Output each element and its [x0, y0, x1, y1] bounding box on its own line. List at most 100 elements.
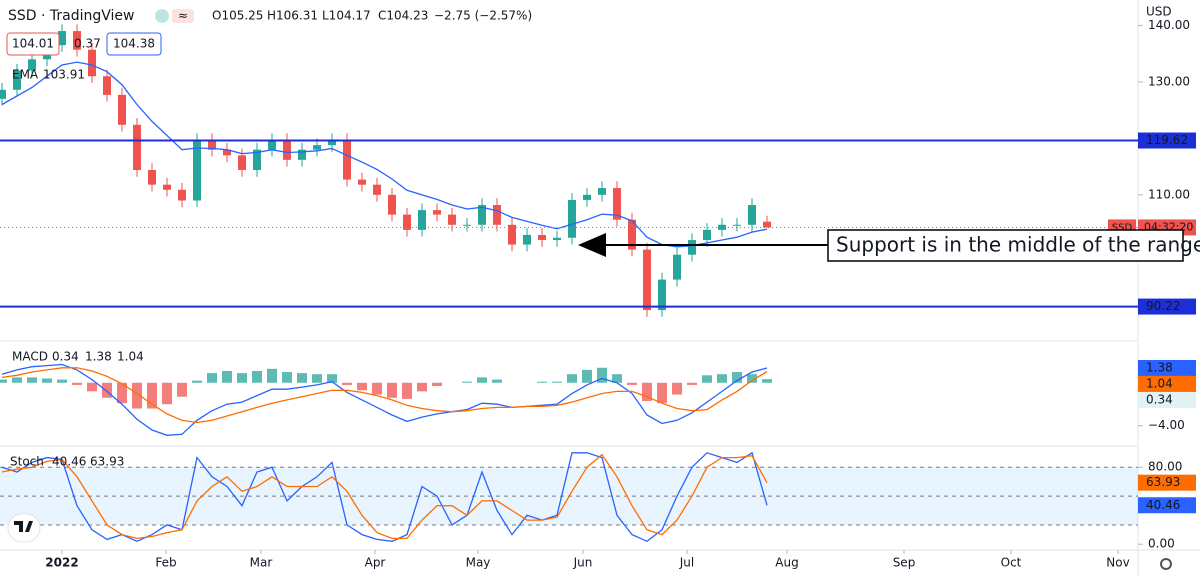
alert-symbol: ≈ [178, 9, 188, 23]
candle-body [403, 214, 411, 230]
stoch-d-value: 63.93 [90, 455, 124, 469]
ask-box[interactable] [106, 32, 162, 56]
arrow-head [578, 233, 606, 257]
ema-value: 103.91 [43, 68, 85, 82]
price-badge-label: 40.46 [1146, 498, 1180, 512]
macd-hist-value: 0.34 [52, 350, 79, 364]
candle-body [598, 188, 606, 195]
y-tick-label: 140.00 [1148, 18, 1190, 32]
histogram-bar [717, 374, 727, 383]
price-badge-label: 90.22 [1146, 299, 1180, 313]
candle-body [613, 188, 621, 220]
candle-body [538, 234, 546, 241]
histogram-bar [687, 382, 697, 385]
histogram-bar [582, 369, 592, 383]
settings-icon[interactable] [1160, 558, 1172, 570]
overlay: SSD · TradingView ≈ O105.25 H106.31 L104… [6, 5, 1200, 570]
histogram-bar [477, 377, 487, 383]
candle-body [523, 234, 531, 245]
annotation-box [827, 229, 1184, 262]
histogram-bar [27, 377, 37, 383]
histogram-bar [387, 382, 397, 398]
quote-low: L104.17 [322, 9, 371, 23]
histogram-bar [642, 382, 652, 402]
x-tick-label: Mar [250, 556, 273, 570]
candle-body [223, 149, 231, 156]
candle-body [703, 229, 711, 241]
candle-body [553, 237, 561, 241]
x-tick-label: Feb [155, 556, 176, 570]
histogram-bar [282, 372, 292, 383]
macd-legend: MACD [12, 350, 48, 364]
candle-body [88, 49, 96, 77]
histogram-bar [462, 381, 472, 383]
histogram-bar [597, 367, 607, 383]
price-badge-label: 0.34 [1146, 392, 1173, 406]
candle-body [208, 140, 216, 150]
candle-body [313, 145, 321, 150]
candle-body [133, 124, 141, 170]
y-tick-label: −4.00 [1148, 418, 1185, 432]
candle-body [163, 184, 171, 190]
price-badge [1138, 391, 1196, 408]
histogram-bar [612, 374, 622, 383]
histogram-bar [267, 368, 277, 383]
candle-body [118, 94, 126, 125]
quote-high: H106.31 [267, 9, 318, 23]
y-tick-label: 0.00 [1148, 537, 1175, 551]
candle-body [763, 221, 771, 228]
status-dot[interactable] [155, 9, 169, 23]
x-tick-label: Jun [573, 556, 593, 570]
histogram-bar [0, 379, 7, 383]
price-badge [1138, 132, 1196, 149]
candle-body [283, 140, 291, 160]
candle-body [733, 224, 741, 226]
k-line [1, 451, 768, 543]
histogram-bar [177, 382, 187, 397]
histogram-bar [627, 382, 637, 385]
histogram-bar [657, 382, 667, 404]
bid: 104.01 [12, 37, 54, 51]
histogram-bar [312, 374, 322, 383]
x-tick-label: Apr [365, 556, 386, 570]
alert-icon[interactable] [172, 9, 194, 23]
histogram-bar [732, 372, 742, 383]
x-tick-label: May [466, 556, 491, 570]
candle-body [418, 210, 426, 230]
candle-body [103, 76, 111, 95]
candle-body [148, 170, 156, 185]
histogram-bar [432, 382, 442, 386]
chart-title: SSD · TradingView [8, 8, 135, 24]
price-badge [1138, 497, 1196, 514]
candle-body [238, 155, 246, 170]
histogram-bar [402, 382, 412, 399]
stoch-legend: Stoch [10, 455, 44, 469]
histogram-bar [252, 370, 262, 383]
candle-body [673, 254, 681, 280]
logo-bg[interactable] [7, 513, 41, 543]
bid-box[interactable] [6, 32, 60, 56]
currency[interactable]: USD [1146, 5, 1172, 19]
candle-body [643, 249, 651, 311]
x-tick-label: 2022 [45, 556, 78, 570]
price-badge [1138, 298, 1196, 315]
candle-body [583, 194, 591, 200]
y-tick-label: 80.00 [1148, 460, 1182, 474]
spread: 0.37 [74, 37, 101, 51]
quote-change: −2.75 (−2.57%) [434, 9, 532, 23]
candle-body [388, 194, 396, 215]
candle-body [748, 205, 756, 225]
histogram-bar [417, 382, 427, 392]
candle-body [193, 140, 201, 201]
candle-body [373, 184, 381, 195]
histogram-bar [117, 382, 127, 404]
x-tick-label: Jul [679, 556, 694, 570]
price-badge [1138, 474, 1196, 491]
histogram-bar [297, 373, 307, 383]
annotation: Support is in the middle of the range [836, 233, 1200, 257]
histogram-bar [672, 382, 682, 395]
candle-body [508, 224, 516, 245]
candle-body [448, 214, 456, 225]
price-badge-label: 119.62 [1146, 133, 1188, 147]
